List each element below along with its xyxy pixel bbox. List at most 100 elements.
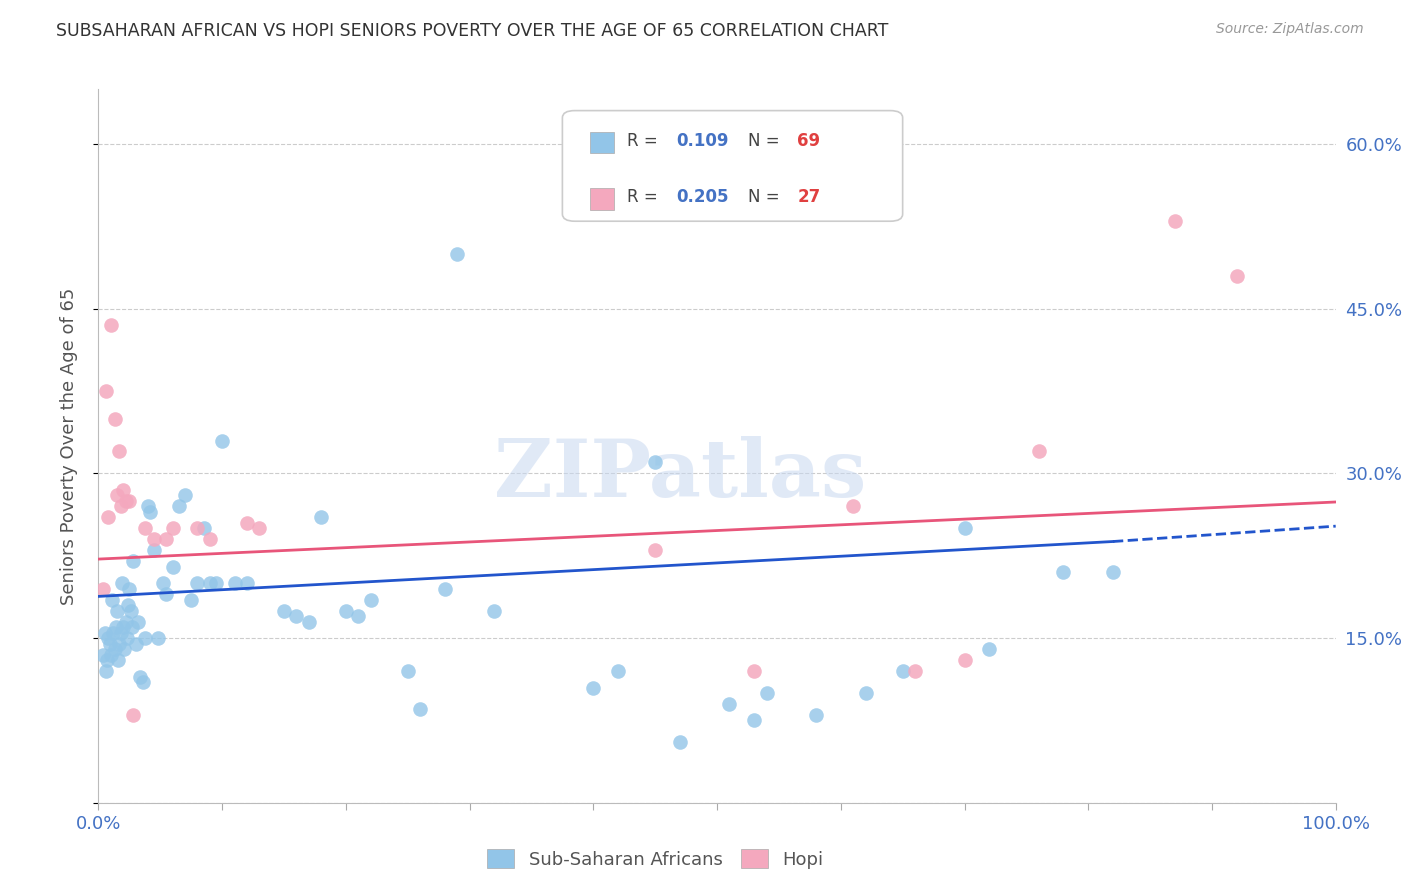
Point [186,576,208,591]
Point [904,664,927,678]
Point [644,455,666,469]
Point [146,631,169,645]
Point [110,500,132,514]
Point [94,384,117,398]
Point [120,604,142,618]
Point [114,615,136,629]
Text: SUBSAHARAN AFRICAN VS HOPI SENIORS POVERTY OVER THE AGE OF 65 CORRELATION CHART: SUBSAHARAN AFRICAN VS HOPI SENIORS POVER… [56,22,889,40]
Point [110,625,132,640]
Text: N =: N = [748,132,785,150]
Point [93,625,115,640]
Point [755,686,778,700]
Point [855,686,877,700]
Text: 27: 27 [797,188,821,206]
Text: 69: 69 [797,132,821,150]
Point [224,576,246,591]
Point [121,620,143,634]
Point [742,714,765,728]
Point [107,653,129,667]
Point [143,543,166,558]
Text: N =: N = [748,188,785,206]
Point [718,697,741,711]
Point [409,702,432,716]
Point [162,559,184,574]
Point [122,554,145,568]
Point [155,587,177,601]
Point [236,516,259,530]
Point [103,411,125,425]
Point [127,615,149,629]
Point [669,735,692,749]
Point [134,631,156,645]
Point [979,642,1001,657]
Point [396,664,419,678]
Point [94,664,117,678]
Point [1164,214,1187,228]
Point [93,648,115,662]
Point [360,592,382,607]
Point [152,576,174,591]
Point [143,533,166,547]
FancyBboxPatch shape [562,111,903,221]
Point [139,505,162,519]
Point [118,582,141,596]
Point [433,582,456,596]
Point [247,521,270,535]
Point [198,533,221,547]
Y-axis label: Seniors Poverty Over the Age of 65: Seniors Poverty Over the Age of 65 [59,287,77,605]
FancyBboxPatch shape [589,188,614,210]
Point [953,521,976,535]
Text: R =: R = [627,188,662,206]
Point [891,664,914,678]
Point [108,444,131,458]
Point [104,620,127,634]
Point [108,637,131,651]
Point [446,247,468,261]
Point [112,642,135,657]
Point [193,521,215,535]
Point [742,664,765,678]
Point [96,653,118,667]
Point [484,604,506,618]
Point [162,521,184,535]
Point [1102,566,1125,580]
Text: ZIPatlas: ZIPatlas [494,435,866,514]
Point [100,648,122,662]
Point [105,488,128,502]
Point [174,488,197,502]
Point [105,604,128,618]
Point [205,576,228,591]
Point [347,609,370,624]
Point [111,576,134,591]
Point [100,318,122,333]
Point [1226,268,1249,283]
Point [122,708,145,723]
Point [180,592,202,607]
Point [285,609,308,624]
Point [186,521,208,535]
Point [1028,444,1050,458]
Point [842,500,865,514]
Point [132,675,155,690]
Point [1052,566,1074,580]
Text: 0.109: 0.109 [676,132,728,150]
Point [134,521,156,535]
Point [103,642,125,657]
Point [298,615,321,629]
Point [112,483,135,497]
Point [644,543,666,558]
Point [124,637,146,651]
Point [198,576,221,591]
Point [309,510,332,524]
Point [98,637,121,651]
Legend: Sub-Saharan Africans, Hopi: Sub-Saharan Africans, Hopi [479,842,831,876]
Point [129,669,152,683]
Point [155,533,177,547]
Point [117,598,139,612]
Point [804,708,827,723]
Point [136,500,159,514]
Text: R =: R = [627,132,662,150]
Point [953,653,976,667]
Point [167,500,190,514]
Point [101,592,124,607]
